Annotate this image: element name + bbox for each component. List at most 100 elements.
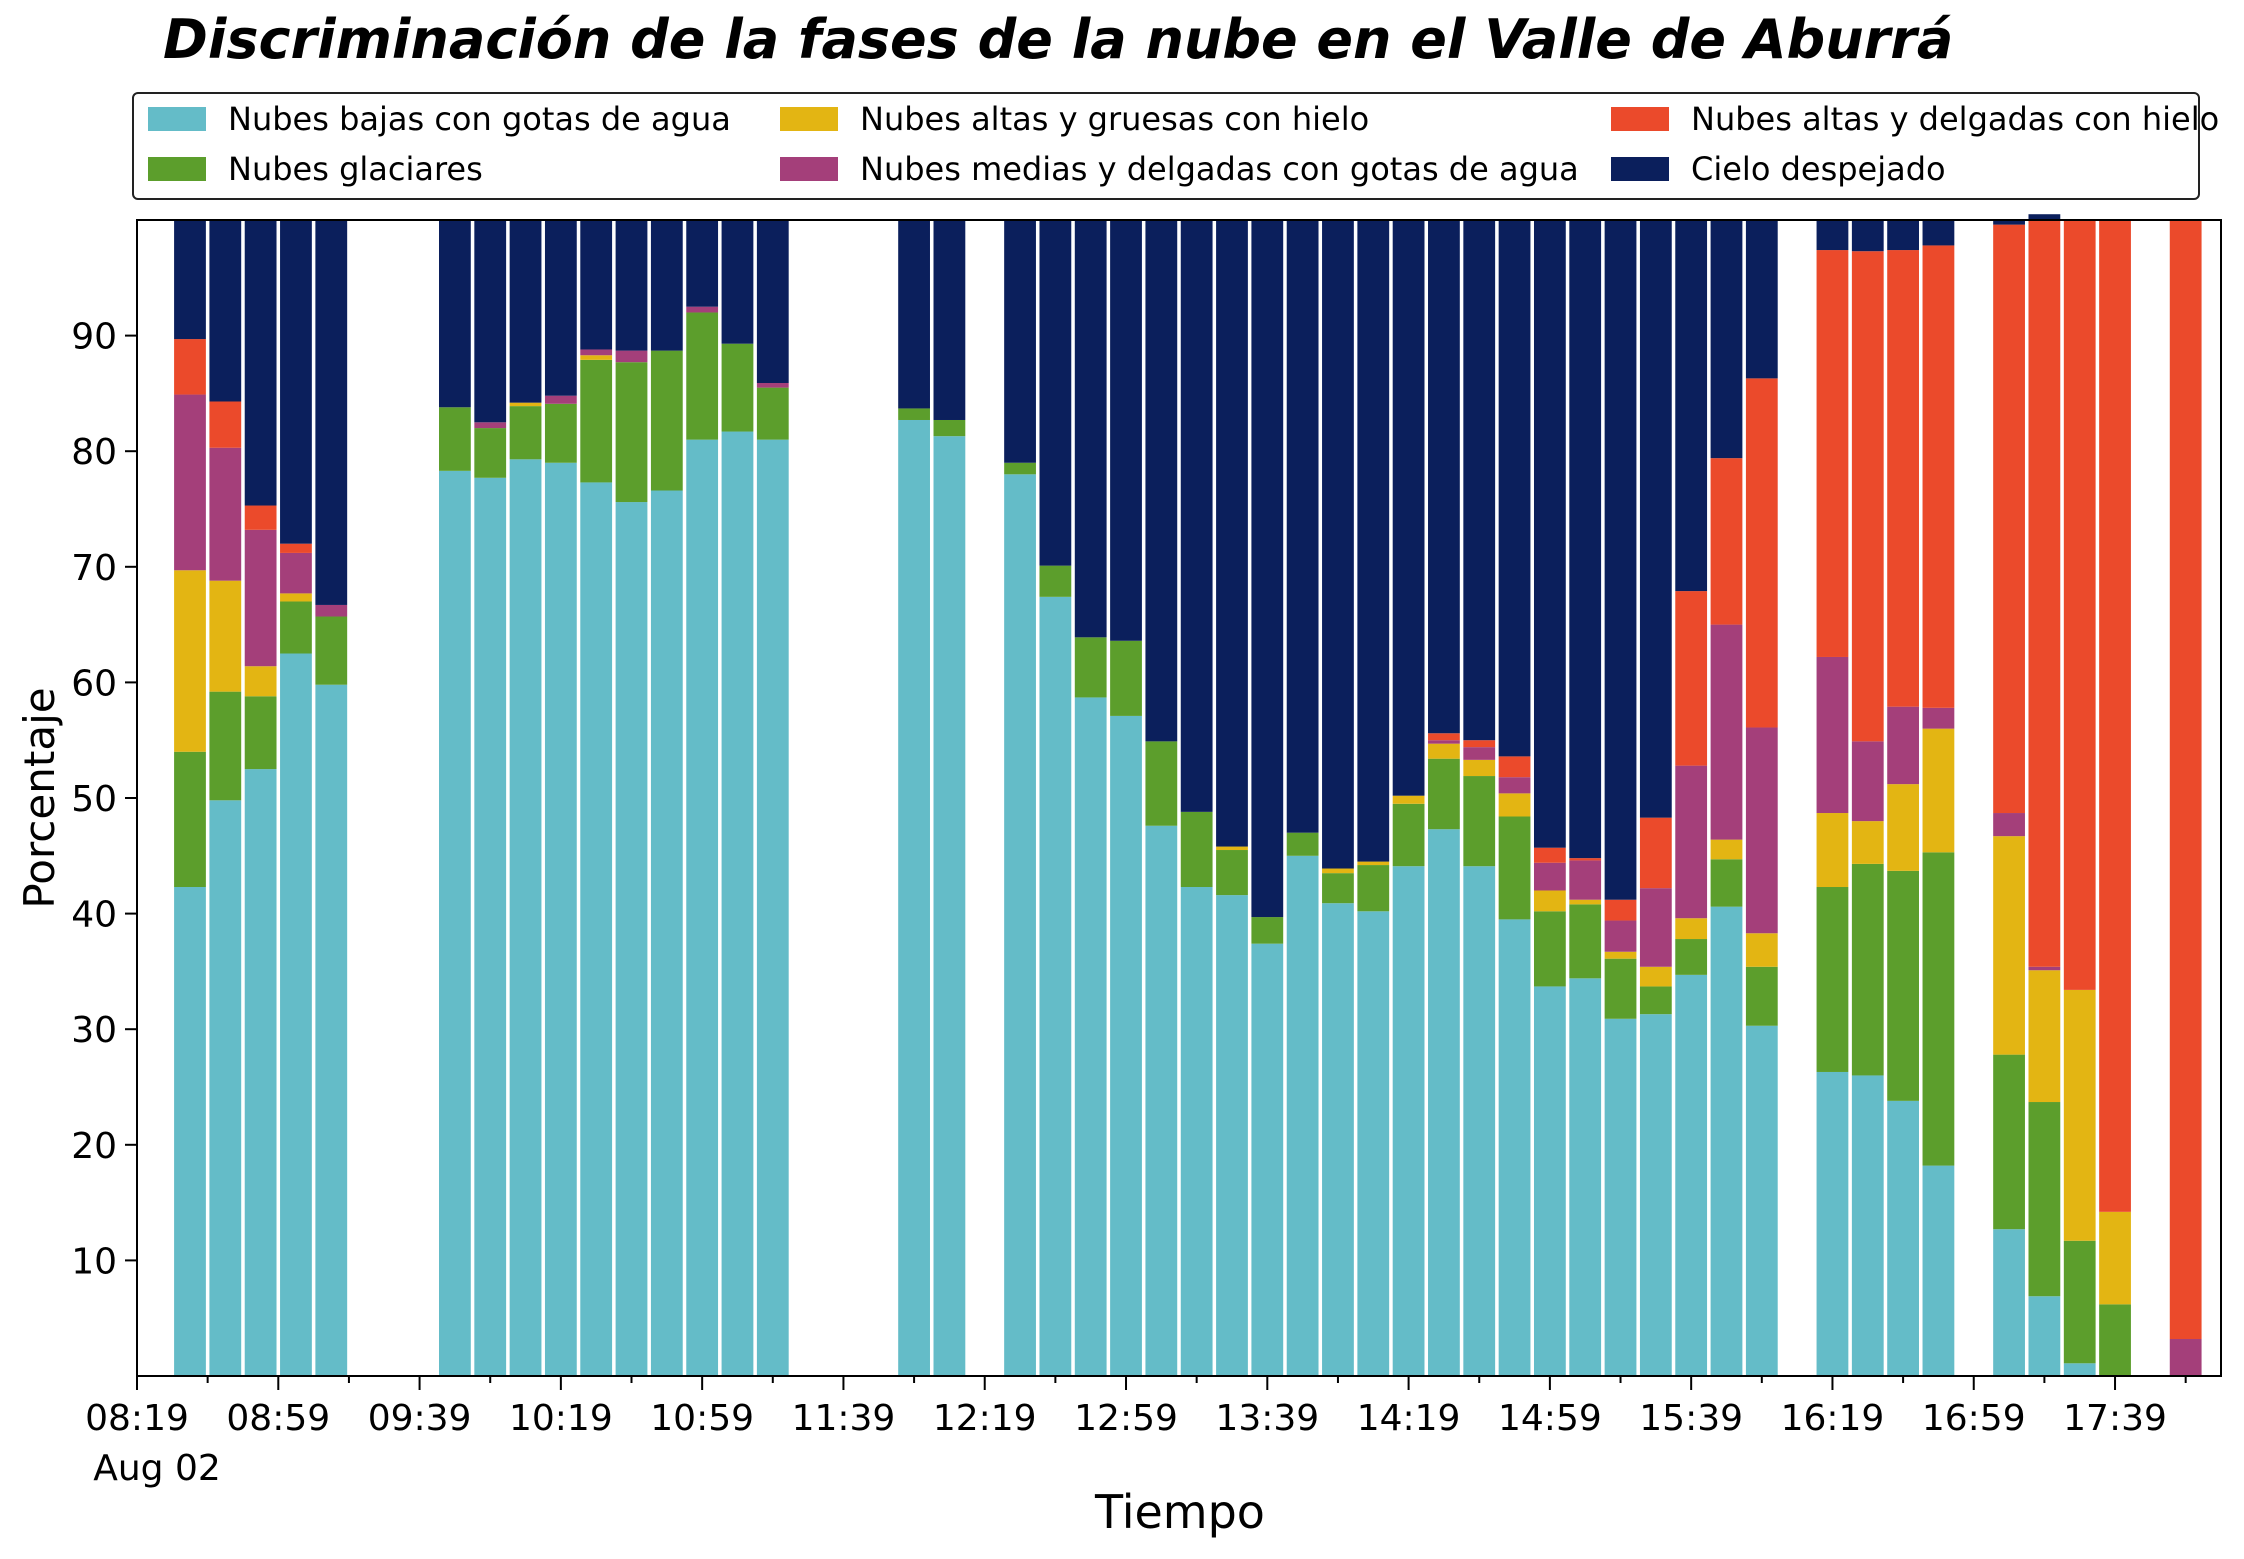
bar-segment-cielo-despejado xyxy=(1675,220,1708,592)
legend-item-nubes-altas-y-delgadas-con-hielo: Nubes altas y delgadas con hielo xyxy=(1611,97,2219,141)
bar-segment-nubes-bajas-con-gotas-de-agua xyxy=(280,653,312,1376)
bar-segment-nubes-bajas-con-gotas-de-agua xyxy=(1145,825,1178,1376)
bar-segment-nubes-bajas-con-gotas-de-agua xyxy=(756,439,789,1376)
bar-segment-nubes-medias-y-delgadas-con-gotas-de-agua xyxy=(1463,747,1496,760)
bar-segment-cielo-despejado xyxy=(280,220,312,544)
bar-segment-cielo-despejado xyxy=(1533,220,1566,848)
bar-segment-cielo-despejado xyxy=(1004,220,1036,463)
bar-segment-nubes-glaciares xyxy=(898,408,930,420)
bar-segment-nubes-glaciares xyxy=(280,601,312,654)
bar-segment-nubes-medias-y-delgadas-con-gotas-de-agua xyxy=(544,395,577,404)
bar-segment-nubes-altas-y-gruesas-con-hielo xyxy=(1710,839,1743,860)
bar-segment-nubes-altas-y-gruesas-con-hielo xyxy=(1357,861,1390,866)
bar-segment-nubes-bajas-con-gotas-de-agua xyxy=(1569,978,1602,1376)
bar-segment-nubes-medias-y-delgadas-con-gotas-de-agua xyxy=(2028,966,2061,971)
bar-segment-nubes-bajas-con-gotas-de-agua xyxy=(1039,596,1072,1376)
bar-segment-nubes-bajas-con-gotas-de-agua xyxy=(1887,1100,1919,1376)
bar-segment-nubes-glaciares xyxy=(1639,986,1672,1015)
bar-segment-nubes-altas-y-delgadas-con-hielo xyxy=(1816,250,1849,657)
bar-segment-nubes-bajas-con-gotas-de-agua xyxy=(1463,866,1496,1376)
x-tick-label: 14:59 xyxy=(1498,1398,1602,1439)
bar-segment-nubes-altas-y-delgadas-con-hielo xyxy=(1533,847,1566,863)
bar-segment-nubes-altas-y-gruesas-con-hielo xyxy=(1322,868,1354,874)
bar-segment-cielo-despejado xyxy=(209,220,242,402)
bar-segment-cielo-despejado xyxy=(2028,214,2061,220)
y-tick-label: 20 xyxy=(71,1126,117,1167)
bar-segment-nubes-altas-y-delgadas-con-hielo xyxy=(2063,220,2096,990)
bar-segment-nubes-glaciares xyxy=(2028,1102,2061,1297)
x-tick-label: 08:59 xyxy=(226,1398,330,1439)
legend-label: Nubes medias y delgadas con gotas de agu… xyxy=(860,150,1579,188)
x-tick-label: 08:19 xyxy=(85,1398,189,1439)
bar-segment-nubes-bajas-con-gotas-de-agua xyxy=(1286,855,1319,1376)
x-tick-label: 09:39 xyxy=(368,1398,472,1439)
bar-segment-nubes-altas-y-gruesas-con-hielo xyxy=(1392,795,1425,804)
bar-segment-cielo-despejado xyxy=(1604,220,1637,900)
bar-segment-nubes-altas-y-gruesas-con-hielo xyxy=(1745,933,1778,967)
bar-segment-nubes-bajas-con-gotas-de-agua xyxy=(1745,1025,1778,1376)
bar-segment-nubes-medias-y-delgadas-con-gotas-de-agua xyxy=(580,349,613,356)
bar-segment-nubes-altas-y-delgadas-con-hielo xyxy=(2028,220,2061,967)
y-tick-label: 50 xyxy=(71,779,117,820)
bar-segment-nubes-glaciares xyxy=(244,696,277,770)
bar-segment-cielo-despejado xyxy=(1922,220,1955,246)
bar-segment-nubes-bajas-con-gotas-de-agua xyxy=(209,800,242,1376)
bar-segment-nubes-altas-y-delgadas-con-hielo xyxy=(1463,740,1496,748)
bar-segment-nubes-altas-y-delgadas-con-hielo xyxy=(280,543,312,553)
bar-segment-nubes-medias-y-delgadas-con-gotas-de-agua xyxy=(1675,765,1708,919)
bar-segment-nubes-medias-y-delgadas-con-gotas-de-agua xyxy=(1533,862,1566,891)
x-date-label: Aug 02 xyxy=(93,1448,221,1489)
bar-segment-nubes-altas-y-delgadas-con-hielo xyxy=(1745,378,1778,728)
bar-segment-cielo-despejado xyxy=(544,220,577,396)
bar-segment-nubes-medias-y-delgadas-con-gotas-de-agua xyxy=(1816,656,1849,814)
bar-segment-nubes-bajas-con-gotas-de-agua xyxy=(898,419,930,1376)
bar-segment-nubes-bajas-con-gotas-de-agua xyxy=(1216,895,1248,1376)
legend-swatch xyxy=(780,107,838,131)
bar-segment-nubes-altas-y-gruesas-con-hielo xyxy=(580,355,613,360)
bar-segment-nubes-bajas-con-gotas-de-agua xyxy=(2028,1296,2061,1376)
bar-segment-nubes-altas-y-gruesas-con-hielo xyxy=(244,666,277,697)
legend-swatch xyxy=(148,157,206,181)
bar-segment-nubes-glaciares xyxy=(721,343,754,432)
bar-segment-nubes-glaciares xyxy=(509,406,542,460)
bar-segment-nubes-bajas-con-gotas-de-agua xyxy=(1074,697,1107,1376)
y-tick-label: 40 xyxy=(71,895,117,936)
bar-segment-cielo-despejado xyxy=(1639,220,1672,818)
legend-label: Nubes glaciares xyxy=(228,150,483,188)
bar-segment-cielo-despejado xyxy=(721,220,754,344)
bar-segment-cielo-despejado xyxy=(244,220,277,506)
bar-segment-cielo-despejado xyxy=(1851,220,1884,252)
bar-segment-nubes-glaciares xyxy=(474,428,507,478)
y-axis: 10 20 30 40 50 60 70 80 90 xyxy=(71,317,137,1282)
bar-segment-nubes-altas-y-gruesas-con-hielo xyxy=(280,593,312,602)
bar-segment-nubes-glaciares xyxy=(756,387,789,440)
bar-segment-cielo-despejado xyxy=(580,220,613,350)
legend-swatch xyxy=(1611,157,1669,181)
bar-segment-cielo-despejado xyxy=(1745,220,1778,379)
bar-segment-cielo-despejado xyxy=(1216,220,1248,847)
bar-segment-nubes-bajas-con-gotas-de-agua xyxy=(580,482,613,1376)
bar-segment-nubes-glaciares xyxy=(1816,887,1849,1072)
bar-segment-nubes-glaciares xyxy=(1745,966,1778,1026)
x-tick-label: 10:19 xyxy=(509,1398,613,1439)
bar-segment-nubes-bajas-con-gotas-de-agua xyxy=(174,887,206,1376)
bar-segment-nubes-glaciares xyxy=(1251,917,1284,944)
bar-segment-nubes-medias-y-delgadas-con-gotas-de-agua xyxy=(1851,741,1884,822)
bar-segment-nubes-glaciares xyxy=(1887,870,1919,1101)
bar-segment-nubes-altas-y-gruesas-con-hielo xyxy=(1604,951,1637,959)
bar-segment-nubes-altas-y-gruesas-con-hielo xyxy=(1887,784,1919,871)
bar-segment-nubes-altas-y-delgadas-con-hielo xyxy=(1710,458,1743,625)
bar-segment-nubes-bajas-con-gotas-de-agua xyxy=(544,462,577,1376)
bar-segment-nubes-glaciares xyxy=(1322,873,1354,904)
bar-segment-nubes-glaciares xyxy=(1180,811,1213,888)
bar-segment-nubes-altas-y-delgadas-con-hielo xyxy=(1639,817,1672,889)
bar-segment-nubes-altas-y-gruesas-con-hielo xyxy=(1675,918,1708,940)
bar-segment-nubes-glaciares xyxy=(315,616,348,685)
legend-item-nubes-medias-y-delgadas-con-gotas-de-agua: Nubes medias y delgadas con gotas de agu… xyxy=(780,147,1579,191)
bar-segment-nubes-altas-y-gruesas-con-hielo xyxy=(1428,743,1460,759)
bar-segment-nubes-medias-y-delgadas-con-gotas-de-agua xyxy=(1639,888,1672,967)
bar-segment-nubes-altas-y-gruesas-con-hielo xyxy=(1639,966,1672,987)
bar-segment-nubes-glaciares xyxy=(615,362,648,503)
x-axis: 08:19 08:59 09:39 10:19 10:59 11:39 12:19 12:59… xyxy=(85,1376,2187,1489)
bar-segment-nubes-bajas-con-gotas-de-agua xyxy=(721,431,754,1376)
